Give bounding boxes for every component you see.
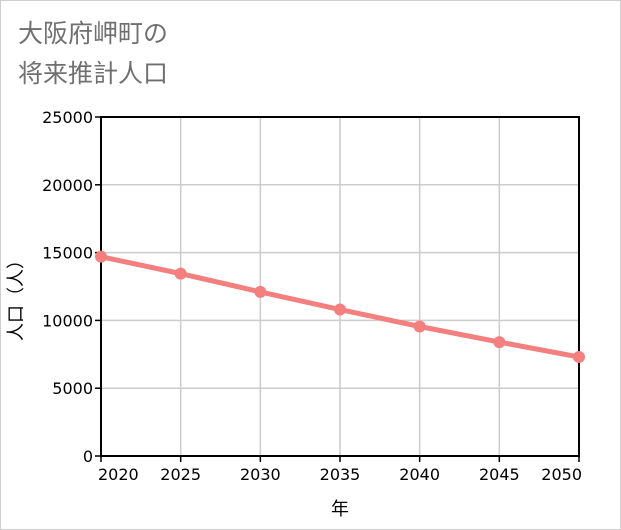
data-point [174,267,187,280]
y-tick-label: 25000 [42,108,93,127]
data-point [493,336,506,349]
x-tick-label: 2025 [160,465,201,484]
x-tick-label: 2050 [541,465,582,484]
y-tick-label: 15000 [42,244,93,263]
chart-title-line-1: 大阪府岬町の [18,19,169,48]
y-tick-label: 10000 [42,311,93,330]
data-point [254,285,267,298]
data-point [95,250,107,263]
data-point [334,303,346,316]
y-tick-label: 0 [83,447,93,466]
x-tick-label: 2040 [399,465,440,484]
x-axis-ticks: 2020 2025 2030 2035 2040 2045 2050 [98,456,582,484]
data-point [413,320,426,333]
y-axis-label: 人口（人） [6,251,27,341]
y-tick-label: 20000 [42,176,93,195]
x-tick-label: 2020 [98,465,139,484]
y-tick-label: 5000 [52,379,93,398]
x-axis-label: 年 [331,499,349,520]
x-tick-label: 2035 [320,465,361,484]
x-tick-label: 2030 [240,465,281,484]
data-point [573,351,585,364]
chart-title: 大阪府岬町の 将来推計人口 [18,14,168,94]
x-tick-label: 2045 [479,465,520,484]
grid-lines [100,116,580,457]
data-series [95,250,585,364]
y-axis-ticks: 0 5000 10000 15000 20000 25000 [42,108,101,466]
chart-title-line-2: 将来推計人口 [18,59,169,88]
